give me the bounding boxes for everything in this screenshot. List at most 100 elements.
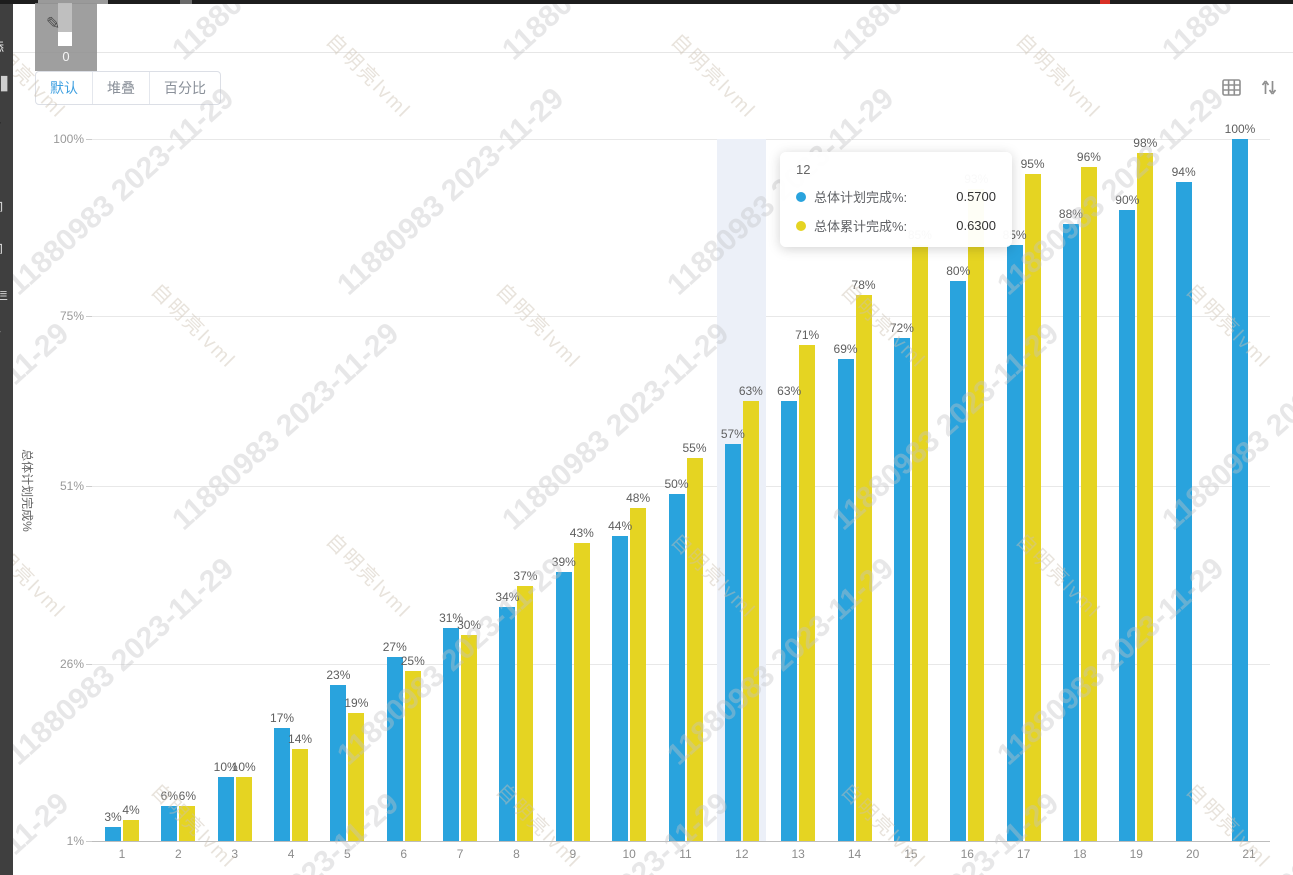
header-bar: [13, 4, 1293, 53]
tooltip-series-value: 0.5700: [956, 189, 996, 204]
bar-plan[interactable]: [1062, 224, 1079, 841]
bar-cumulative[interactable]: [686, 458, 703, 841]
bar-cumulative[interactable]: [799, 344, 816, 841]
bar-cumulative[interactable]: [1024, 174, 1041, 841]
bar-cumulative[interactable]: [968, 188, 985, 841]
bar-value-label: 23%: [326, 668, 351, 682]
bar-plan[interactable]: [950, 280, 967, 841]
bar-plan[interactable]: [274, 727, 291, 841]
tab-percentage[interactable]: 百分比: [164, 80, 206, 96]
bar-value-label: 57%: [720, 426, 745, 441]
x-tick-label: 8: [513, 847, 520, 861]
bar-cumulative[interactable]: [235, 777, 252, 841]
bar-plan[interactable]: [161, 805, 178, 841]
x-tick-label: 6: [400, 847, 408, 861]
bar-value-label: 48%: [626, 490, 651, 505]
bar-plan[interactable]: [217, 777, 234, 841]
bar-cumulative[interactable]: [1137, 153, 1154, 841]
x-tick-label: 18: [1073, 847, 1087, 861]
drag-ghost[interactable]: ✎ 0: [35, 3, 97, 71]
y-axis-tick: [86, 486, 92, 487]
x-tick-label: 7: [456, 847, 464, 861]
bar-value-label: 80%: [946, 263, 971, 278]
bar-plan[interactable]: [1232, 139, 1248, 841]
bar-plan[interactable]: [1175, 181, 1192, 841]
x-tick-label: 21: [1242, 847, 1256, 861]
bar-plan[interactable]: [724, 443, 741, 841]
bar-cumulative[interactable]: [742, 401, 759, 841]
y-tick-label: 75%: [59, 309, 84, 323]
bar-cumulative[interactable]: [911, 245, 928, 841]
bar-plan[interactable]: [555, 571, 572, 841]
bar-plan[interactable]: [330, 685, 347, 841]
bar-cumulative[interactable]: [855, 295, 872, 841]
code-icon[interactable]: </: [0, 328, 13, 344]
pencil-icon: ✎: [46, 14, 61, 33]
y-axis-tick: [86, 664, 92, 665]
tooltip-series-value: 0.6300: [956, 218, 996, 233]
y-tick-label: 26%: [59, 657, 84, 671]
x-tick-label: 12: [735, 847, 749, 861]
bar-plan[interactable]: [612, 536, 629, 841]
x-tick-label: 11: [679, 847, 692, 861]
bar-value-label: 30%: [457, 618, 482, 633]
bar-plan[interactable]: [1006, 245, 1023, 841]
bar-plan[interactable]: [781, 401, 798, 841]
top-strip-segment: [180, 0, 192, 4]
frame-dot-icon[interactable]: ❒: [0, 242, 13, 258]
bar-cumulative[interactable]: [573, 543, 590, 841]
bar-cumulative[interactable]: [179, 805, 196, 841]
bar-value-label: 69%: [833, 341, 858, 356]
gridline: [92, 486, 1270, 487]
bar-value-label: 6%: [160, 788, 179, 803]
bar-plan[interactable]: [668, 493, 685, 841]
bar-plan[interactable]: [837, 358, 854, 841]
bar-value-label: 63%: [777, 384, 802, 399]
filter-icon[interactable]: ▼: [0, 156, 13, 172]
tab-stacked[interactable]: 堆叠: [93, 72, 150, 104]
bar-value-label: 96%: [1076, 150, 1101, 165]
chart-corner-actions: [1222, 79, 1277, 96]
bar-plan[interactable]: [386, 656, 403, 841]
sidebar-add-label[interactable]: 添: [0, 40, 13, 56]
bar-chart-icon[interactable]: ▊▋: [0, 76, 11, 91]
y-axis-tick: [86, 841, 92, 842]
text-style-icon[interactable]: A≡: [0, 286, 8, 301]
bar-cumulative[interactable]: [404, 670, 421, 841]
tab-default[interactable]: 默认: [36, 72, 93, 104]
bar-cumulative[interactable]: [630, 507, 647, 841]
drag-ghost-square: [58, 32, 72, 46]
y-tick-label: 51%: [59, 479, 84, 493]
bar-value-label: 88%: [1058, 207, 1083, 222]
solid-shape-icon[interactable]: ▰: [0, 116, 13, 132]
tooltip-row: 总体计划完成%: 0.5700: [796, 187, 996, 206]
x-tick-label: 17: [1016, 847, 1031, 861]
series-yellow-dot-icon: [796, 220, 806, 231]
bar-value-label: 3%: [104, 809, 122, 824]
bar-cumulative[interactable]: [1080, 167, 1097, 841]
bar-cumulative[interactable]: [517, 585, 534, 841]
x-tick-label: 20: [1185, 847, 1200, 861]
bar-cumulative[interactable]: [123, 819, 139, 841]
sort-icon[interactable]: [1261, 79, 1277, 96]
frame-icon[interactable]: ❐: [0, 200, 13, 216]
y-tick-label: 1%: [66, 834, 84, 848]
bar-value-label: 43%: [569, 526, 594, 541]
x-tick-label: 5: [344, 847, 351, 861]
cropped-top-window-strip: [0, 0, 1293, 4]
gridline: [92, 841, 1270, 842]
x-tick-label: 14: [847, 847, 862, 861]
bar-value-label: 44%: [608, 519, 633, 534]
bar-plan[interactable]: [1119, 209, 1136, 841]
x-tick-label: 16: [960, 847, 974, 861]
x-tick-label: 2: [175, 847, 182, 861]
bar-cumulative[interactable]: [461, 635, 478, 841]
bar-cumulative[interactable]: [348, 713, 365, 841]
bar-plan[interactable]: [499, 607, 516, 841]
bar-plan[interactable]: [443, 628, 460, 841]
table-view-icon[interactable]: [1222, 79, 1241, 96]
bar-plan[interactable]: [105, 826, 121, 841]
bar-cumulative[interactable]: [292, 748, 309, 841]
bar-plan[interactable]: [893, 337, 910, 841]
